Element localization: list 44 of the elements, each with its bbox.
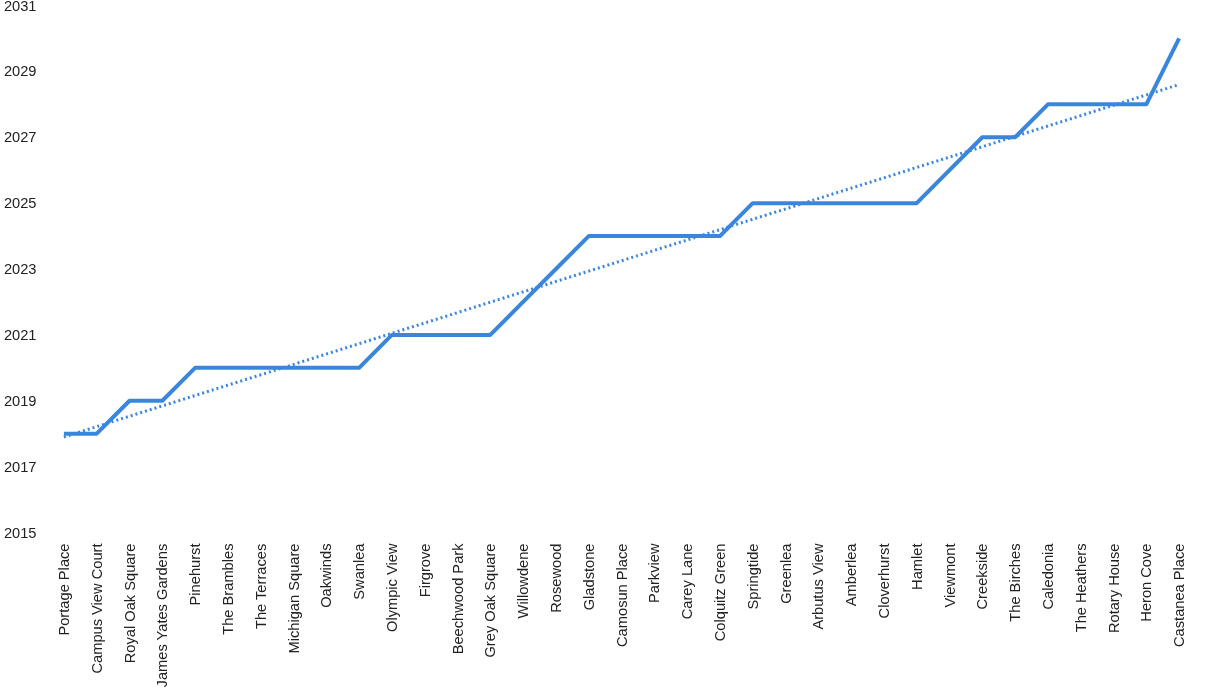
x-tick-label: Amberlea — [843, 542, 860, 607]
x-tick-label: The Brambles — [219, 543, 236, 635]
x-tick-label: Rotary House — [1105, 543, 1122, 634]
y-tick-label: 2029 — [3, 63, 37, 80]
y-tick-label: 2015 — [3, 524, 37, 541]
y-tick-label: 2021 — [3, 326, 37, 343]
x-tick-label: Gladstone — [580, 543, 597, 611]
x-tick-label: Arbutus View — [810, 543, 827, 630]
x-tick-label: Oakwinds — [318, 543, 335, 608]
x-tick-label: Pinehurst — [187, 543, 204, 606]
x-tick-label: Olympic View — [383, 543, 400, 632]
x-tick-label: Castanea Place — [1171, 543, 1188, 647]
y-tick-label: 2025 — [3, 195, 37, 212]
x-tick-label: Rosewood — [547, 543, 564, 613]
x-tick-label: Viewmont — [941, 543, 958, 608]
x-tick-label: Springtide — [744, 543, 761, 610]
x-tick-label: Campus View Court — [88, 543, 105, 674]
x-tick-label: James Yates Gardens — [154, 543, 171, 688]
x-tick-label: Beechwood Park — [449, 542, 466, 655]
x-tick-label: The Heathers — [1072, 543, 1089, 633]
x-tick-label: The Birches — [1007, 543, 1024, 622]
x-tick-label: Parkview — [646, 543, 663, 603]
x-tick-label: Firgrove — [416, 543, 433, 598]
x-tick-label: Cloverhurst — [875, 543, 892, 619]
x-tick-label: Colquitz Green — [711, 543, 728, 642]
y-tick-label: 2019 — [3, 392, 37, 409]
x-tick-label: Camosun Place — [613, 543, 630, 647]
x-tick-label: Grey Oak Square — [482, 543, 499, 658]
y-tick-label: 2023 — [3, 261, 37, 277]
x-tick-label: Portage Place — [55, 543, 72, 636]
x-tick-label: Swanlea — [351, 542, 368, 600]
y-tick-label: 2017 — [3, 458, 37, 475]
x-tick-label: The Terraces — [252, 543, 269, 630]
x-tick-label: Hamlet — [908, 543, 925, 590]
y-tick-label: 2031 — [3, 0, 37, 14]
x-tick-label: Creekside — [974, 543, 991, 610]
x-tick-label: Royal Oak Square — [121, 543, 138, 664]
x-tick-label: Willowdene — [515, 543, 532, 619]
x-tick-label: Michigan Square — [285, 543, 302, 654]
x-tick-label: Carey Lane — [679, 543, 696, 620]
x-tick-label: Caledonia — [1039, 542, 1056, 610]
y-tick-label: 2027 — [3, 129, 37, 146]
x-tick-label: Heron Cove — [1138, 543, 1155, 622]
x-tick-label: Greenlea — [777, 542, 794, 604]
